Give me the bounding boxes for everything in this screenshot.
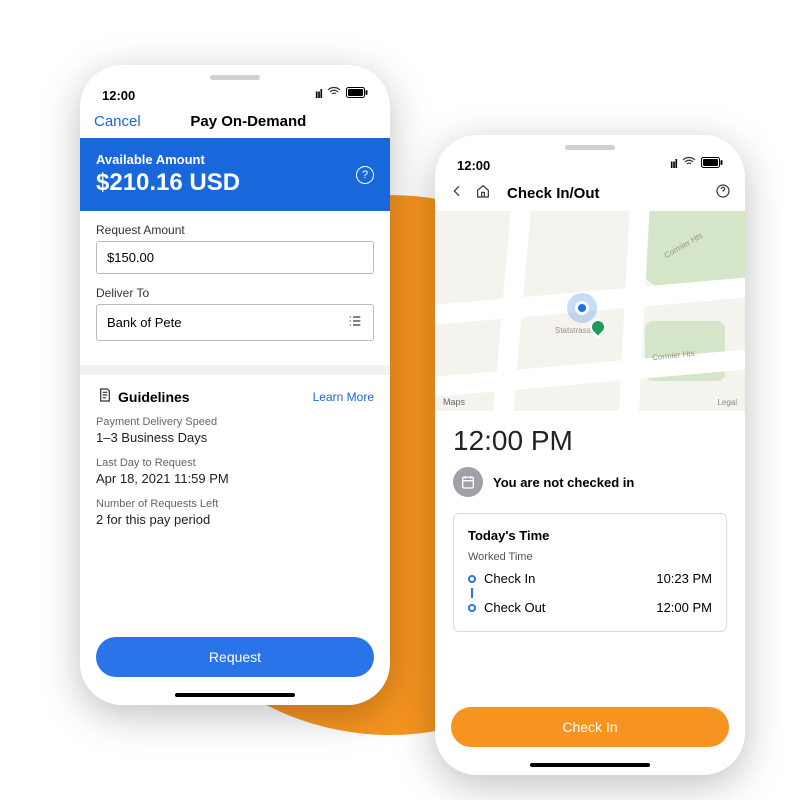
guideline-last-day: Last Day to Request Apr 18, 2021 11:59 P… (96, 457, 374, 486)
section-divider (80, 365, 390, 375)
request-button[interactable]: Request (96, 637, 374, 677)
checkin-time-value: 10:23 PM (656, 571, 712, 586)
timeline-connector (471, 588, 473, 598)
home-indicator (530, 763, 650, 767)
checkin-body: 12:00 PM You are not checked in Today's … (435, 411, 745, 707)
help-button[interactable] (715, 183, 731, 203)
checkin-status-row: You are not checked in (453, 467, 727, 497)
guideline-delivery-speed: Payment Delivery Speed 1–3 Business Days (96, 416, 374, 445)
battery-icon (701, 157, 723, 171)
wifi-icon (326, 84, 342, 103)
status-time: 12:00 (102, 88, 135, 103)
wifi-icon (681, 154, 697, 173)
request-amount-input[interactable]: $150.00 (96, 241, 374, 274)
available-label: Available Amount (96, 152, 240, 167)
nav-bar: Cancel Pay On-Demand (80, 105, 390, 138)
card-subtitle: Worked Time (468, 551, 712, 563)
back-button[interactable] (449, 183, 465, 203)
phone-notch (515, 135, 665, 157)
form-area: Request Amount $150.00 Deliver To Bank o… (80, 211, 390, 365)
card-title: Today's Time (468, 528, 712, 543)
request-amount-label: Request Amount (96, 223, 374, 237)
available-amount-card: Available Amount $210.16 USD ? (80, 138, 390, 211)
map-attribution: Maps (443, 397, 465, 407)
signal-icon: ııl (315, 87, 322, 101)
status-indicators: ııl (670, 154, 723, 173)
timeline-dot-icon (468, 604, 476, 612)
deliver-to-value: Bank of Pete (107, 315, 181, 330)
learn-more-link[interactable]: Learn More (313, 390, 374, 404)
battery-icon (346, 87, 368, 101)
deliver-to-select[interactable]: Bank of Pete (96, 304, 374, 341)
phone-pay-on-demand: 12:00 ııl Cancel Pay On-Demand Available… (80, 65, 390, 705)
checkout-time-value: 12:00 PM (656, 600, 712, 615)
signal-icon: ııl (670, 157, 677, 171)
available-amount: $210.16 USD (96, 169, 240, 197)
help-icon[interactable]: ? (356, 166, 374, 184)
deliver-to-label: Deliver To (96, 286, 374, 300)
map-view[interactable]: Cormier Hts Cormier Hts Statstrasse Maps… (435, 211, 745, 411)
time-row-checkout: Check Out 12:00 PM (468, 598, 712, 617)
map-road (610, 211, 651, 411)
request-amount-value: $150.00 (107, 250, 154, 265)
checkin-status-text: You are not checked in (493, 475, 634, 490)
current-time: 12:00 PM (453, 425, 727, 457)
list-icon (347, 313, 363, 332)
map-legal-link[interactable]: Legal (717, 398, 737, 407)
guideline-requests-left: Number of Requests Left 2 for this pay p… (96, 498, 374, 527)
todays-time-card: Today's Time Worked Time Check In 10:23 … (453, 513, 727, 632)
timeline-dot-icon (468, 575, 476, 583)
status-indicators: ııl (315, 84, 368, 103)
guidelines-heading: Guidelines (96, 387, 190, 406)
time-row-checkin: Check In 10:23 PM (468, 569, 712, 588)
status-icon (453, 467, 483, 497)
check-in-button[interactable]: Check In (451, 707, 729, 747)
guidelines-icon (96, 387, 112, 406)
guidelines-section: Guidelines Learn More Payment Delivery S… (80, 375, 390, 637)
phone-check-in-out: 12:00 ııl Check In/Out Cormier Hts (435, 135, 745, 775)
page-title: Pay On-Demand (121, 113, 376, 130)
page-title: Check In/Out (501, 185, 705, 202)
current-location-icon (575, 301, 589, 315)
status-time: 12:00 (457, 158, 490, 173)
home-indicator (175, 693, 295, 697)
home-button[interactable] (475, 183, 491, 203)
nav-bar: Check In/Out (435, 175, 745, 211)
phone-notch (160, 65, 310, 87)
